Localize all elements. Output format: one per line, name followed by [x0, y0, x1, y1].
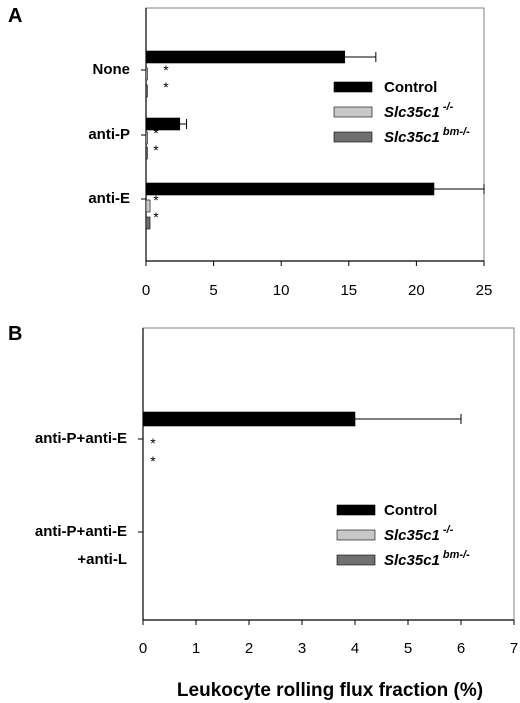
- x-tick-label: 1: [192, 640, 200, 657]
- bar-1-0: [145, 67, 148, 81]
- legend-label-0: Control: [384, 79, 437, 96]
- legend-name: Slc35c1: [384, 552, 440, 569]
- category-label: +anti-L: [77, 551, 127, 568]
- panel-letter: A: [8, 5, 22, 27]
- significance-star: *: [153, 142, 159, 158]
- significance-star: *: [163, 62, 169, 78]
- category-label: anti-P+anti-E: [35, 523, 127, 540]
- legend-superscript: -/-: [443, 524, 454, 536]
- significance-star: *: [150, 435, 156, 451]
- significance-star: *: [163, 79, 169, 95]
- legend-label-2: Slc35c1 bm-/-: [384, 126, 470, 146]
- category-label: anti-P: [88, 126, 130, 143]
- legend-label-0: Control: [384, 502, 437, 519]
- plot-frame: [142, 327, 515, 621]
- category-label: anti-E: [88, 190, 130, 207]
- bar-0-1: [145, 117, 181, 131]
- legend-name: Slc35c1: [384, 527, 440, 544]
- category-label: None: [93, 61, 131, 78]
- x-tick-label: 4: [351, 640, 359, 657]
- legend-label-1: Slc35c1 -/-: [384, 524, 454, 544]
- x-tick-label: 10: [273, 282, 290, 299]
- significance-star: *: [153, 125, 159, 141]
- category-label: anti-P+anti-E: [35, 430, 127, 447]
- x-tick-label: 2: [245, 640, 253, 657]
- bar-2-0: [145, 84, 148, 98]
- x-tick-label: 3: [298, 640, 306, 657]
- legend-label-2: Slc35c1 bm-/-: [384, 549, 470, 569]
- x-tick-label: 6: [457, 640, 465, 657]
- legend-superscript: -/-: [443, 101, 454, 113]
- x-tick-label: 20: [408, 282, 425, 299]
- x-tick-label: 5: [404, 640, 412, 657]
- legend-swatch-0: [333, 81, 373, 93]
- x-tick-label: 25: [476, 282, 493, 299]
- x-axis-label: Leukocyte rolling flux fraction (%): [177, 680, 483, 701]
- bar-2-2: [145, 216, 151, 230]
- legend-name: Slc35c1: [384, 129, 440, 146]
- legend-label-1: Slc35c1 -/-: [384, 101, 454, 121]
- legend-superscript: bm-/-: [443, 126, 470, 138]
- legend-swatch-0: [336, 504, 376, 516]
- x-tick-label: 15: [340, 282, 357, 299]
- x-tick-label: 0: [139, 640, 147, 657]
- bar-1-2: [145, 199, 151, 213]
- significance-star: *: [150, 453, 156, 469]
- legend-swatch-2: [333, 131, 373, 143]
- legend-name: Slc35c1: [384, 104, 440, 121]
- bar-2-1: [145, 146, 148, 160]
- bar-0-0: [142, 411, 356, 427]
- significance-star: *: [153, 209, 159, 225]
- bar-0-0: [145, 50, 346, 64]
- bar-1-1: [145, 131, 148, 145]
- legend-swatch-1: [333, 106, 373, 118]
- x-tick-label: 7: [510, 640, 518, 657]
- x-tick-label: 0: [142, 282, 150, 299]
- bar-0-2: [145, 182, 435, 196]
- legend-swatch-1: [336, 529, 376, 541]
- legend-superscript: bm-/-: [443, 549, 470, 561]
- legend-swatch-2: [336, 554, 376, 566]
- panel-b: B 0 1 2 3 4 5 6 7 anti-P+anti-E * * anti-P+anti-E +an…: [8, 323, 518, 657]
- panel-letter: B: [8, 323, 22, 345]
- x-tick-label: 5: [209, 282, 217, 299]
- significance-star: *: [153, 192, 159, 208]
